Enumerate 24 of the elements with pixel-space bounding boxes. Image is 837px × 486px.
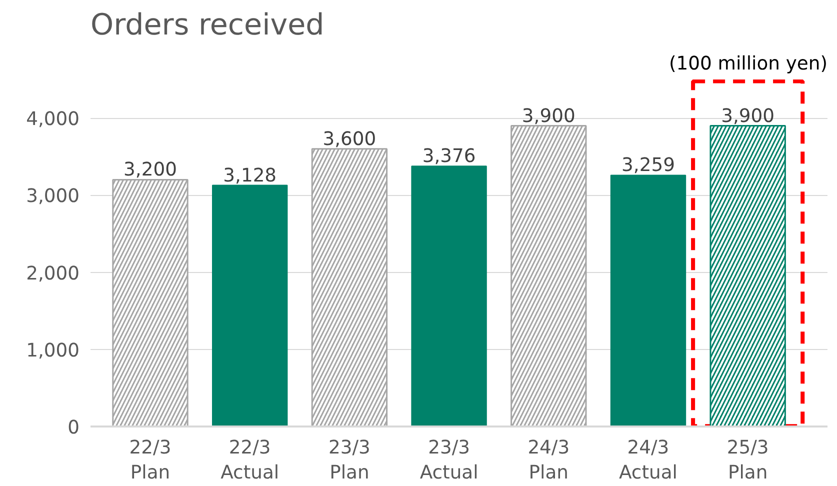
x-tick-label: 24/3 Plan xyxy=(528,438,570,484)
x-tick-label: 25/3 Plan xyxy=(726,438,769,484)
text: (100 million yen) xyxy=(668,54,828,74)
bar xyxy=(610,174,686,426)
x-tick-label: 24/3 Actual xyxy=(619,438,678,484)
x-tick-label: 23/3 Plan xyxy=(328,438,370,484)
x-tick-label: 23/3 Actual xyxy=(420,438,478,484)
y-tick-label: 1,000 xyxy=(26,340,80,362)
data-label: 3,900 xyxy=(522,106,576,127)
data-label: 3,200 xyxy=(124,160,177,181)
y-tick-label: 2,000 xyxy=(26,263,80,284)
bar xyxy=(411,166,487,426)
y-tick-label: 3,000 xyxy=(26,186,80,208)
y-tick-label: 4,000 xyxy=(26,109,80,130)
data-label: 3,128 xyxy=(223,165,277,186)
bar xyxy=(212,184,288,426)
data-label: 3,600 xyxy=(322,128,376,150)
x-tick-label: 22/3 Actual xyxy=(220,438,280,484)
data-label: 3,259 xyxy=(622,155,675,176)
data-label: 3,376 xyxy=(422,146,476,168)
data-label: 3,900 xyxy=(721,106,775,127)
y-tick-label: 0 xyxy=(68,418,80,438)
chart-title: Orders received xyxy=(90,8,324,42)
x-tick-label: 22/3 Plan xyxy=(129,438,172,484)
